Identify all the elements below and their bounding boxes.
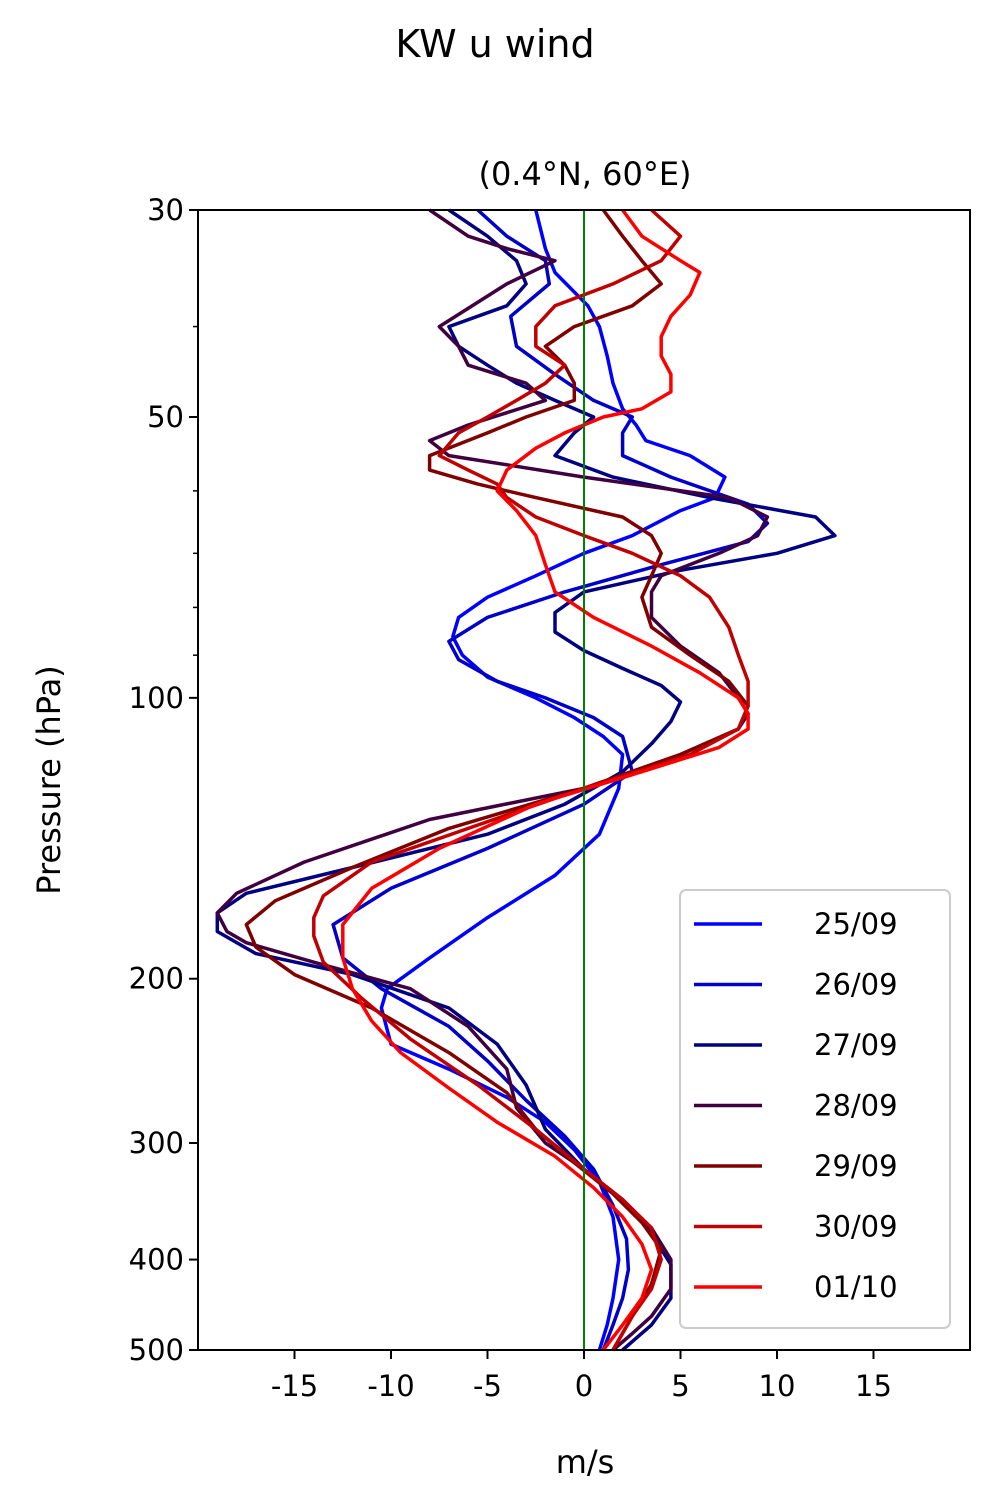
legend-label: 29/09 bbox=[814, 1149, 898, 1183]
y-tick-label: 400 bbox=[129, 1243, 184, 1277]
x-tick-label: -10 bbox=[367, 1369, 414, 1403]
legend: 25/09 26/09 27/09 28/09 29/09 30/09 01/10 bbox=[679, 889, 951, 1329]
series-lines bbox=[215, 208, 837, 1352]
y-axis-ticks: 30 50 100 200 300 400 500 bbox=[129, 193, 198, 1367]
legend-label: 27/09 bbox=[814, 1028, 898, 1062]
series-line-29-09 bbox=[244, 208, 750, 1351]
legend-label: 30/09 bbox=[814, 1210, 898, 1244]
legend-box bbox=[679, 889, 951, 1329]
x-axis-ticks: -15 -10 -5 0 5 10 15 bbox=[271, 1350, 892, 1403]
y-tick-label: 200 bbox=[129, 962, 184, 996]
x-tick-label: 15 bbox=[855, 1369, 892, 1403]
y-axis-label: Pressure (hPa) bbox=[30, 665, 68, 895]
legend-label: 01/10 bbox=[814, 1270, 898, 1304]
series-line-30-09 bbox=[312, 208, 750, 1351]
x-tick-label: 10 bbox=[759, 1369, 796, 1403]
y-tick-label: 300 bbox=[129, 1126, 184, 1160]
series-line-01-10 bbox=[341, 208, 750, 1352]
x-tick-label: 5 bbox=[671, 1369, 689, 1403]
figure-title: KW u wind bbox=[395, 22, 595, 66]
x-tick-label: -15 bbox=[271, 1369, 318, 1403]
y-tick-label: 30 bbox=[147, 193, 184, 227]
x-tick-label: -5 bbox=[473, 1369, 502, 1403]
y-tick-label: 100 bbox=[129, 681, 184, 715]
y-tick-label: 50 bbox=[147, 400, 184, 434]
series-line-25-09 bbox=[379, 209, 727, 1351]
chart-subtitle: (0.4°N, 60°E) bbox=[478, 155, 691, 193]
series-line-26-09 bbox=[331, 208, 770, 1351]
legend-label: 26/09 bbox=[814, 968, 898, 1002]
y-tick-label: 500 bbox=[129, 1333, 184, 1367]
x-tick-label: 0 bbox=[575, 1369, 593, 1403]
legend-label: 28/09 bbox=[814, 1089, 898, 1123]
legend-label: 25/09 bbox=[814, 907, 898, 941]
x-axis-label: m/s bbox=[556, 1443, 615, 1481]
